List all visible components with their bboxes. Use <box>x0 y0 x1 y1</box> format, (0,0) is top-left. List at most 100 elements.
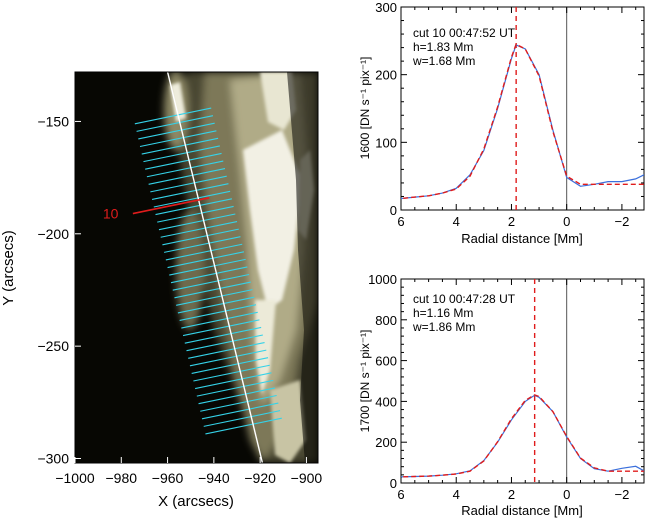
gaussian-fit-1700 <box>401 394 644 478</box>
solar-image <box>75 72 318 463</box>
x-tick-label: 4 <box>453 214 460 229</box>
cut-line <box>157 205 234 223</box>
height-value-1600: h=1.83 Mm <box>413 40 473 54</box>
x-tick-label: −900 <box>291 470 323 486</box>
cut-line <box>179 304 257 322</box>
ticks-1600: 6 4 2 0 −2 0 100 200 300 <box>375 0 644 229</box>
y-tick-label: 0 <box>390 476 397 491</box>
x-tick-label: 2 <box>508 214 515 229</box>
image-x-axis-label: X (arcsecs) <box>158 493 234 510</box>
height-value-1700: h=1.16 Mm <box>413 306 473 320</box>
cut-lines <box>134 107 282 435</box>
cut-line <box>172 273 250 291</box>
cut-line <box>170 266 248 284</box>
x-tick-label: 6 <box>397 487 404 502</box>
x-tick-label: −960 <box>152 470 184 486</box>
cut-line <box>177 296 255 314</box>
y-tick-label: 0 <box>390 203 397 218</box>
cut-line <box>141 137 219 155</box>
image-frame <box>74 71 319 464</box>
x-tick-label: 6 <box>397 214 404 229</box>
cut-line <box>205 417 282 435</box>
cut-line <box>184 326 262 344</box>
y-tick-label: −200 <box>37 226 69 242</box>
cut-line <box>158 213 236 231</box>
x-tick-label: −940 <box>198 470 230 486</box>
x-tick-label: 0 <box>563 214 570 229</box>
x-axis-label-1700: Radial distance [Mm] <box>461 503 582 518</box>
y-tick-label: 200 <box>375 435 397 450</box>
cut-line <box>176 289 253 306</box>
cut-line <box>146 160 224 178</box>
x-tick-label: −2 <box>614 214 629 229</box>
cut-line <box>186 334 263 352</box>
plot-frame-1700 <box>400 278 645 484</box>
cut-line <box>182 319 260 337</box>
cut-line <box>143 145 220 163</box>
cut-line <box>193 364 270 382</box>
cut-line <box>153 190 231 208</box>
cut-line <box>160 221 238 238</box>
profile-panel-1600: 6 4 2 0 −2 0 100 200 300 cut 10 00:47:52 UT h=1.… <box>358 0 645 246</box>
cut-line <box>165 243 243 261</box>
gaussian-fit-1600 <box>401 43 644 200</box>
x-tick-label: 0 <box>563 487 570 502</box>
image-y-ticks: −150 −200 −250 −300 <box>37 113 81 467</box>
y-tick-label: 100 <box>375 135 397 150</box>
ticks-1700: 6 4 2 0 −2 0 200 400 600 800 1000 <box>368 272 644 502</box>
cut-line <box>189 349 267 367</box>
highlighted-cut <box>132 197 210 215</box>
cut-line <box>169 258 246 276</box>
cut-line <box>151 183 229 200</box>
cut-line <box>200 394 277 412</box>
y-tick-label: 800 <box>375 313 397 328</box>
cut-line <box>139 130 217 148</box>
width-value-1700: w=1.86 Mm <box>412 320 475 334</box>
cut-line <box>167 251 245 269</box>
y-axis-label-1700: 1700 [DN s⁻¹ pix⁻¹] <box>358 330 372 433</box>
x-tick-label: 4 <box>453 487 460 502</box>
y-tick-label: 200 <box>375 68 397 83</box>
y-tick-label: −300 <box>37 451 69 467</box>
cut-line <box>203 410 281 427</box>
cut-line <box>136 115 214 132</box>
plot-title-1700: cut 10 00:47:28 UT <box>413 292 516 306</box>
observed-profile-1600 <box>401 44 644 200</box>
cut-axis-line <box>166 72 264 463</box>
plot-title-1600: cut 10 00:47:52 UT <box>413 26 516 40</box>
y-tick-label: −250 <box>37 338 69 354</box>
cut-line <box>162 228 239 246</box>
width-value-1600: w=1.68 Mm <box>412 54 475 68</box>
cut-line <box>150 175 227 193</box>
cut-line <box>198 387 276 405</box>
solar-image-panel: 10 −1000 −980 −960 −940 −920 −900 −150 −200 −25… <box>0 71 322 510</box>
cut-line <box>155 198 232 216</box>
y-axis-label-1600: 1600 [DN s⁻¹ pix⁻¹] <box>358 57 372 160</box>
observed-profile-1700 <box>401 394 644 478</box>
cut-line <box>134 107 212 125</box>
y-tick-label: 400 <box>375 394 397 409</box>
y-tick-label: −150 <box>37 113 69 129</box>
cut-line <box>164 236 241 253</box>
x-tick-label: −2 <box>614 487 629 502</box>
cut-line <box>148 168 226 185</box>
cut-line <box>181 311 258 329</box>
y-tick-label: 1000 <box>368 272 397 287</box>
cut-line <box>188 342 265 359</box>
cut-line <box>196 379 274 397</box>
image-x-ticks: −1000 −980 −960 −940 −920 −900 <box>55 457 322 486</box>
plot-frame-1600 <box>400 6 645 211</box>
cut-line <box>138 122 215 140</box>
x-tick-label: 2 <box>508 487 515 502</box>
y-tick-label: 300 <box>375 0 397 15</box>
cut-line <box>174 281 251 299</box>
profile-panel-1700: 6 4 2 0 −2 0 200 400 600 800 1000 cut 10 00:47:28 … <box>358 272 645 518</box>
x-tick-label: −1000 <box>55 470 95 486</box>
cut-line <box>201 402 279 420</box>
image-y-axis-label: Y (arcsecs) <box>0 230 17 306</box>
cut-line <box>191 357 269 374</box>
y-tick-label: 600 <box>375 354 397 369</box>
x-axis-label-1600: Radial distance [Mm] <box>461 231 582 246</box>
cut-number-label: 10 <box>103 206 119 222</box>
